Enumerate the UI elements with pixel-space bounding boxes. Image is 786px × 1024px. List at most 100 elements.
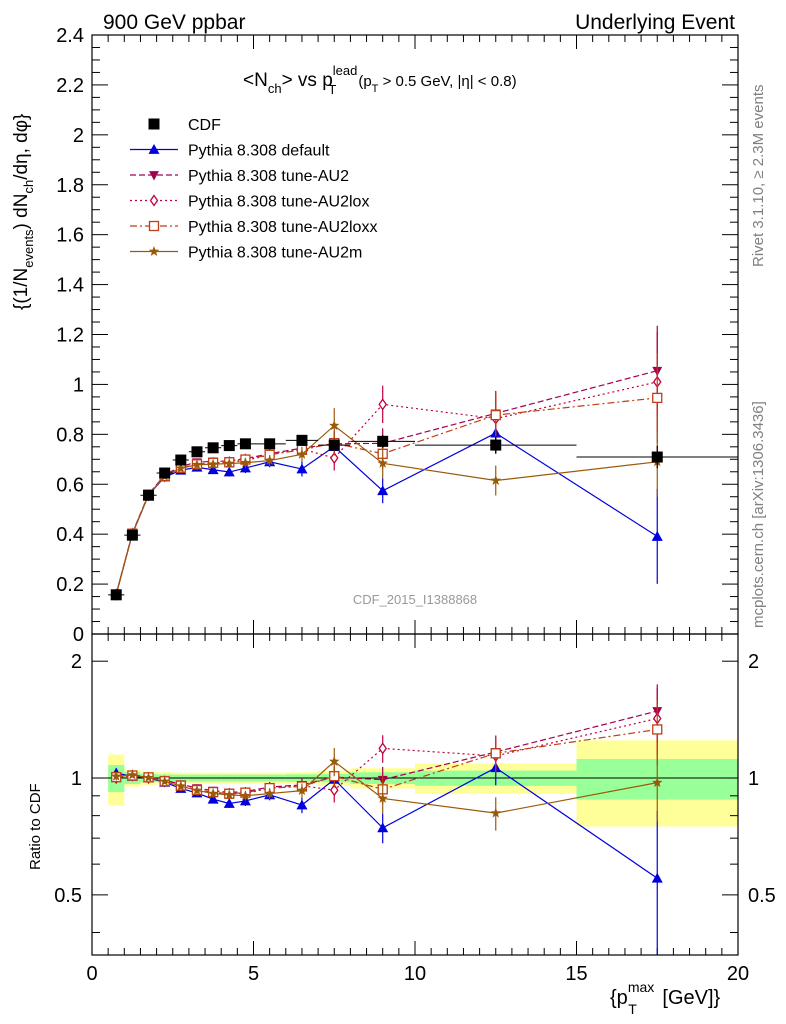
y-tick-label: 1.2 [56,325,84,347]
ratio-y-axis-label: Ratio to CDF [27,783,44,870]
y-tick-label: 0.8 [56,424,84,446]
data-point [378,398,387,411]
ratio-point [296,785,308,796]
data-point [328,439,340,451]
data-point [652,392,663,404]
series-pythia-8-308-tune-au2loxx [111,352,663,600]
data-point [377,485,389,496]
data-point [207,442,219,454]
legend-label: Pythia 8.308 tune-AU2 [188,168,349,185]
legend-entry-pythia-8-308-tune-au2loxx: Pythia 8.308 tune-AU2loxx [130,219,377,236]
data-point [264,438,276,450]
ratio-point [296,799,308,810]
legend-label: CDF [188,117,221,134]
x-tick-label: 0 [86,963,97,985]
legend-label: Pythia 8.308 default [188,143,330,160]
main-y-axis-label: {(1/Nevents) dNch/dη, dφ} [11,114,36,310]
x-axis-label: {pmax T [GeV]} [610,979,721,1017]
y-tick-label: 1 [73,374,84,396]
legend-entry-pythia-8-308-tune-au2lox: Pythia 8.308 tune-AU2lox [130,194,369,211]
ratio-point [490,807,501,818]
analysis-watermark: CDF_2015_I1388868 [353,592,477,607]
ratio-point [378,742,387,755]
data-point [191,446,203,458]
legend-marker [148,118,160,130]
data-point [207,458,219,469]
ratio-point [264,788,275,799]
y-tick-label: 2.4 [56,25,84,47]
ratio-series-line [116,710,658,794]
ratio-y-tick-label: 1 [71,768,82,790]
data-point [329,420,340,431]
series-cdf [108,434,738,601]
data-point [490,475,501,485]
ratio-plot-panel: 0 5 10 15 20 0.5 0.5 1 1 2 2 [54,633,776,985]
ratio-point [143,772,154,783]
data-point [377,435,389,447]
data-point [377,457,388,468]
data-point [296,434,308,446]
y-tick-label: 2.2 [56,75,84,97]
ratio-point [159,775,170,786]
y-tick-label: 0.6 [56,474,84,496]
ratio-uncertainty-bands [108,740,738,827]
data-point [329,451,339,465]
mcplots-reference-text: mcplots.cern.ch [arXiv:1306.3436] [750,401,767,628]
ratio-point [223,797,235,808]
ratio-y-tick-label-right: 1 [748,768,759,790]
ratio-point [224,789,235,800]
data-point [296,448,308,459]
legend-label: Pythia 8.308 tune-AU2lox [188,194,369,211]
data-point [240,457,251,468]
data-point [651,530,663,541]
data-point [490,409,501,421]
ratio-point [110,770,122,781]
ratio-point [377,822,389,833]
legend-label: Pythia 8.308 tune-AU2m [188,245,362,262]
data-point [651,451,663,463]
ratio-point [329,756,340,766]
legend: CDF Pythia 8.308 default Pythia 8.308 tune… [130,117,377,262]
x-tick-label: 20 [727,963,749,985]
ratio-point [651,872,663,883]
ratio-point [652,724,663,735]
y-tick-label: 1.8 [56,175,84,197]
y-tick-label: 0.4 [56,524,84,546]
ratio-point [377,792,388,803]
ratio-plot-axes: 0 5 10 15 20 0.5 0.5 1 1 2 2 [54,633,776,985]
data-point [126,529,138,541]
ratio-point [652,777,663,788]
y-tick-label: 1.4 [56,275,84,297]
x-tick-label: 15 [565,963,587,985]
ratio-y-tick-label-right: 0.5 [748,885,776,907]
legend-marker [149,171,159,181]
ratio-y-tick-label: 2 [71,651,82,673]
data-point [223,466,235,477]
data-point [490,439,502,451]
y-tick-label: 0 [73,624,84,646]
data-point [159,467,171,479]
legend-marker [148,144,160,154]
ratio-point [329,783,339,797]
legend-entry-cdf: CDF [148,117,221,134]
data-point [223,440,235,452]
data-point [264,455,275,465]
legend-label: Pythia 8.308 tune-AU2loxx [188,219,377,236]
y-tick-label: 0.2 [56,574,84,596]
ratio-plot-series [110,684,663,955]
x-tick-label: 5 [248,963,259,985]
rivet-version-text: Rivet 3.1.10, ≥ 2.3M events [750,85,767,268]
series-line [115,397,658,595]
header-left: 900 GeV ppbar [103,11,245,34]
ratio-point [207,793,219,804]
ratio-point [207,788,219,799]
data-point [143,489,155,501]
legend-marker [149,194,159,207]
ratio-series-pythia-8-308-tune-au2m [110,747,663,831]
main-plot-series [108,325,738,601]
data-point [239,438,251,450]
data-point [296,463,308,474]
ratio-y-tick-label-right: 2 [748,651,759,673]
x-tick-label: 10 [404,963,426,985]
